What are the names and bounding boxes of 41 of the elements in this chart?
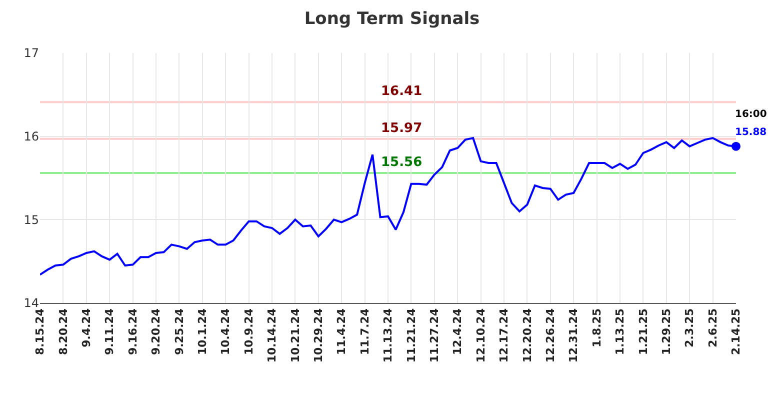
x-tick-label: 11.4.24: [335, 308, 348, 356]
x-tick-label: 9.4.24: [80, 308, 93, 348]
x-tick-label: 8.15.24: [34, 308, 47, 356]
x-tick-label: 9.20.24: [150, 308, 163, 356]
x-tick-label: 11.27.24: [428, 308, 441, 363]
x-tick-label: 12.31.24: [567, 308, 580, 363]
x-tick-label: 10.29.24: [312, 308, 325, 363]
y-tick-label: 16: [24, 130, 39, 144]
x-tick-label: 2.6.25: [706, 308, 720, 348]
x-tick-label: 12.17.24: [498, 308, 511, 363]
x-tick-label: 8.20.24: [56, 308, 70, 356]
x-tick-label: 2.3.25: [683, 308, 696, 348]
x-tick-label: 1.13.25: [614, 308, 627, 356]
x-tick-label: 9.11.24: [103, 308, 116, 356]
ref-line-label: 15.97: [381, 121, 422, 136]
x-tick-label: 10.1.24: [196, 308, 209, 356]
x-tick-label: 10.21.24: [288, 308, 302, 363]
y-tick-label: 17: [24, 46, 39, 60]
x-tick-label: 10.9.24: [242, 308, 256, 356]
x-tick-label: 1.8.25: [590, 308, 604, 348]
annotation: 15.88: [735, 127, 767, 138]
x-tick-label: 12.20.24: [520, 308, 534, 363]
x-tick-label: 12.26.24: [544, 308, 557, 363]
x-tick-label: 11.21.24: [404, 308, 418, 363]
x-tick-label: 9.25.24: [172, 308, 186, 356]
x-tick-label: 10.4.24: [219, 308, 232, 356]
x-tick-label: 1.29.25: [660, 308, 673, 356]
chart-title: Long Term Signals: [304, 8, 480, 29]
y-tick-label: 14: [24, 296, 39, 310]
x-tick-label: 1.21.25: [636, 308, 650, 356]
x-tick-label: 9.16.24: [126, 308, 140, 356]
x-tick-label: 12.10.24: [474, 308, 488, 363]
ref-line-label: 15.56: [381, 155, 422, 170]
x-tick-label: 10.14.24: [266, 308, 279, 363]
annotation: 16:00: [735, 109, 767, 120]
x-tick-label: 11.13.24: [382, 308, 395, 363]
x-tick-label: 12.4.24: [451, 308, 464, 356]
x-tick-label: 2.14.25: [730, 308, 743, 356]
y-tick-label: 15: [24, 212, 39, 227]
ref-line-label: 16.41: [381, 84, 422, 99]
x-tick-label: 11.7.24: [358, 308, 372, 356]
